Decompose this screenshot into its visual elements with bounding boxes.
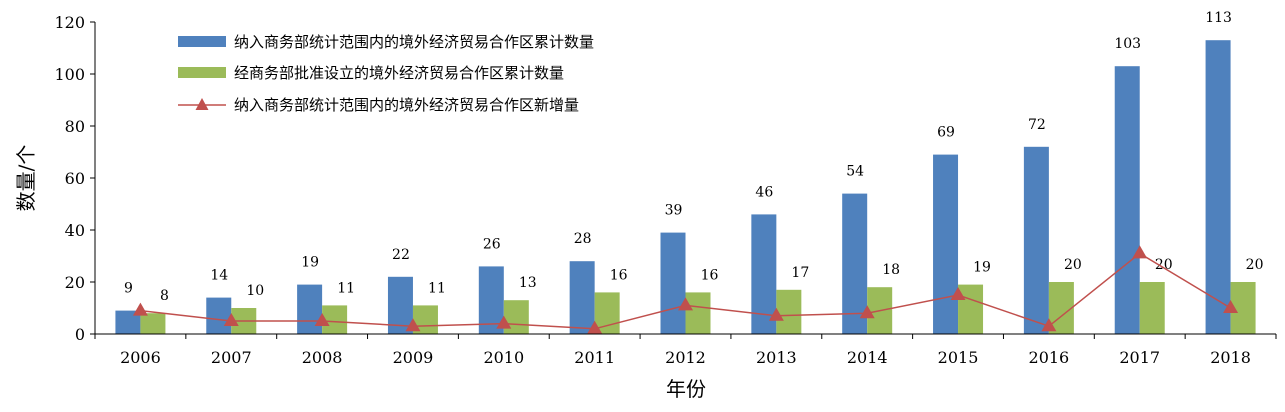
line-point [587, 320, 603, 334]
legend-label: 纳入商务部统计范围内的境外经济贸易合作区新增量 [234, 96, 579, 114]
legend-label: 纳入商务部统计范围内的境外经济贸易合作区累计数量 [234, 33, 594, 51]
bar [1023, 146, 1049, 334]
data-label: 11 [428, 280, 446, 296]
line-point [405, 318, 421, 332]
data-label: 54 [846, 164, 864, 180]
y-axis-title: 数量/个 [14, 145, 38, 212]
x-tick-label: 2007 [211, 348, 252, 367]
bar [503, 300, 529, 334]
data-label: 69 [937, 125, 955, 141]
line-point [1223, 300, 1239, 313]
bar [115, 310, 141, 334]
y-tick-label: 40 [65, 221, 85, 240]
data-label: 19 [301, 255, 319, 271]
bar [140, 313, 166, 334]
data-label: 16 [701, 267, 719, 283]
data-label: 20 [1064, 257, 1082, 273]
x-tick-label: 2012 [665, 348, 706, 367]
data-label: 20 [1155, 257, 1173, 273]
data-label: 28 [574, 231, 592, 247]
bar [933, 154, 959, 334]
legend-swatch [178, 67, 226, 78]
line-point [768, 307, 784, 321]
data-label: 17 [791, 265, 809, 281]
y-tick-label: 20 [65, 273, 85, 292]
line-point [314, 313, 330, 326]
line-point [859, 305, 875, 319]
data-label: 13 [519, 275, 537, 291]
bar [206, 297, 232, 334]
bar [1205, 40, 1231, 334]
bar [1139, 282, 1165, 334]
line-point [132, 302, 148, 316]
line-point [678, 297, 693, 311]
x-tick-label: 2010 [483, 348, 524, 367]
data-label: 8 [160, 288, 169, 304]
data-label: 113 [1205, 10, 1232, 26]
bar [297, 284, 323, 334]
data-label: 26 [483, 236, 501, 252]
x-tick-label: 2013 [756, 348, 797, 367]
data-label: 103 [1114, 36, 1141, 52]
bar [478, 266, 504, 334]
x-tick-label: 2008 [302, 348, 343, 367]
data-label: 22 [392, 247, 410, 263]
y-tick-label: 100 [54, 65, 85, 84]
x-tick-label: 2016 [1029, 348, 1070, 367]
x-tick-label: 2006 [120, 348, 161, 367]
bar [1048, 282, 1074, 334]
y-tick-label: 0 [75, 325, 85, 344]
x-axis-title: 年份 [666, 377, 706, 401]
bar [958, 284, 984, 334]
data-label: 16 [610, 267, 628, 283]
line-point [1132, 245, 1148, 259]
bar [1114, 66, 1140, 334]
bar [842, 193, 868, 334]
plot-area: 9 14 19 22 26 28 39 46 54 69 72 103 113 8 10 11 11 13 16 16… [115, 10, 1263, 334]
legend-marker [195, 98, 209, 110]
bar [776, 289, 802, 334]
data-label: 20 [1246, 257, 1264, 273]
bar [322, 305, 348, 334]
bar [685, 292, 711, 334]
data-label: 72 [1028, 117, 1046, 133]
data-label: 46 [755, 184, 773, 200]
data-label: 10 [246, 283, 264, 299]
data-label: 18 [882, 262, 900, 278]
y-tick-label: 120 [54, 13, 85, 32]
bar [569, 261, 595, 334]
line-point [496, 315, 512, 329]
x-tick-label: 2015 [938, 348, 979, 367]
data-label: 39 [665, 203, 683, 219]
x-tick-label: 2009 [393, 348, 434, 367]
x-tick-label: 2014 [847, 348, 888, 367]
data-label: 19 [973, 260, 991, 276]
x-tick-label: 2018 [1210, 348, 1251, 367]
data-label: 9 [124, 281, 133, 297]
bar [660, 232, 686, 334]
data-label: 14 [210, 268, 228, 284]
legend-swatch [178, 36, 226, 47]
line-point [223, 313, 239, 326]
y-tick-label: 80 [65, 117, 85, 136]
line-point [950, 287, 966, 300]
legend-label: 经商务部批准设立的境外经济贸易合作区累计数量 [234, 64, 564, 82]
legend: 纳入商务部统计范围内的境外经济贸易合作区累计数量经商务部批准设立的境外经济贸易合… [178, 33, 594, 114]
x-tick-label: 2011 [574, 348, 615, 367]
y-tick-label: 60 [65, 169, 85, 188]
line-point [1041, 318, 1057, 332]
data-label: 11 [337, 280, 355, 296]
x-tick-label: 2017 [1119, 348, 1160, 367]
